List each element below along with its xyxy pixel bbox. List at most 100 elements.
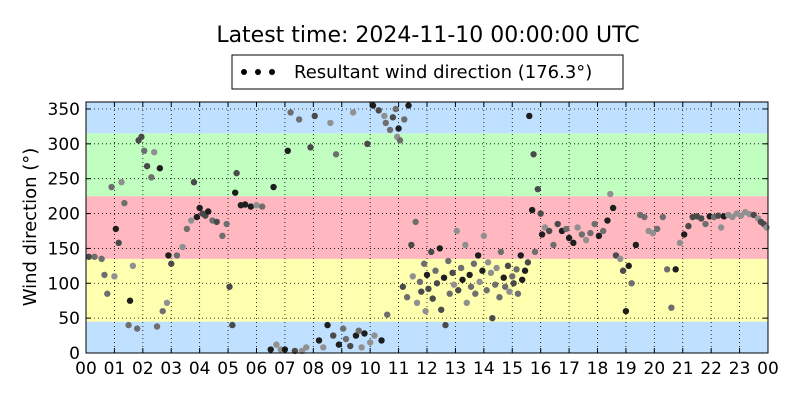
data-point xyxy=(595,232,603,240)
data-point xyxy=(659,213,667,221)
y-axis: 0 50 100 150 200 250 300 350 xyxy=(48,100,768,364)
direction-band-4 xyxy=(86,102,768,134)
legend-marker-dot xyxy=(241,69,247,75)
x-tick-label: 18 xyxy=(587,359,609,379)
data-point xyxy=(247,203,255,210)
data-point xyxy=(428,248,435,256)
data-point xyxy=(449,269,456,277)
data-point xyxy=(492,281,499,288)
data-point xyxy=(183,225,191,233)
data-point xyxy=(416,278,424,286)
data-point xyxy=(241,201,249,208)
data-point xyxy=(466,271,473,279)
data-point xyxy=(366,339,374,346)
data-point xyxy=(530,151,537,158)
data-point xyxy=(392,105,399,113)
data-point xyxy=(423,271,431,279)
data-point xyxy=(653,225,661,233)
data-point xyxy=(506,288,513,295)
data-point xyxy=(159,307,166,315)
data-point xyxy=(408,241,415,249)
data-point xyxy=(179,243,186,251)
x-tick-label: 22 xyxy=(700,359,722,379)
data-point xyxy=(148,174,155,181)
data-point xyxy=(384,311,391,318)
data-point xyxy=(750,211,757,219)
data-point xyxy=(324,321,331,329)
data-point xyxy=(474,252,482,259)
data-point xyxy=(628,280,635,287)
data-point xyxy=(389,114,397,121)
data-point xyxy=(531,248,539,256)
data-point xyxy=(698,215,705,222)
data-points xyxy=(85,102,770,355)
data-point xyxy=(418,288,425,295)
data-point xyxy=(267,346,274,353)
x-axis: 00 01 02 03 04 05 06 07 08 09 10 11 12 13 14 15 16 17 18 19… xyxy=(75,102,779,379)
data-point xyxy=(432,267,439,274)
data-point xyxy=(591,220,598,228)
data-point xyxy=(151,149,158,156)
data-point xyxy=(126,297,134,304)
data-point xyxy=(196,204,203,212)
data-point xyxy=(489,314,496,322)
data-point xyxy=(156,165,164,172)
data-point xyxy=(108,183,115,191)
data-point xyxy=(534,185,542,193)
x-tick-label: 04 xyxy=(189,359,211,379)
data-point xyxy=(381,112,388,120)
data-point xyxy=(143,162,151,170)
legend-label: Resultant wind direction (176.3°) xyxy=(294,62,592,83)
data-point xyxy=(420,260,428,267)
data-point xyxy=(737,212,745,219)
data-point xyxy=(521,267,529,274)
data-point xyxy=(479,267,486,274)
data-point xyxy=(442,321,449,329)
x-tick-label: 12 xyxy=(416,359,438,379)
data-point xyxy=(599,227,607,235)
data-point xyxy=(273,341,280,348)
data-point xyxy=(445,257,452,265)
data-point xyxy=(717,224,725,231)
x-tick-label: 03 xyxy=(160,359,182,379)
data-point xyxy=(619,267,627,274)
data-point xyxy=(403,294,411,301)
data-point xyxy=(517,252,524,259)
y-tick-label: 150 xyxy=(48,239,80,259)
data-point xyxy=(514,290,522,297)
data-point xyxy=(330,332,337,339)
data-point xyxy=(153,323,161,330)
y-tick-label: 300 xyxy=(48,135,80,155)
data-point xyxy=(570,239,577,247)
data-point xyxy=(163,299,171,306)
data-point xyxy=(463,299,470,306)
data-point xyxy=(193,213,201,221)
data-point xyxy=(409,273,416,280)
x-tick-label: 19 xyxy=(615,359,637,379)
data-point xyxy=(497,248,505,256)
data-point xyxy=(607,190,614,198)
data-point xyxy=(641,213,648,221)
y-tick-label: 250 xyxy=(48,170,80,190)
data-point xyxy=(115,239,122,247)
data-point xyxy=(487,269,495,277)
data-point xyxy=(450,281,458,288)
data-point xyxy=(476,278,483,286)
legend: Resultant wind direction (176.3°) xyxy=(231,54,624,90)
data-point xyxy=(213,218,220,226)
data-point xyxy=(425,285,432,293)
data-point xyxy=(480,232,488,240)
data-point xyxy=(386,126,394,134)
data-point xyxy=(545,227,553,235)
x-tick-label: 20 xyxy=(644,359,666,379)
data-point xyxy=(680,231,688,238)
y-tick-label: 200 xyxy=(48,205,80,225)
data-point xyxy=(413,299,421,306)
data-point xyxy=(369,102,377,109)
data-point xyxy=(129,262,137,270)
data-point xyxy=(433,280,441,287)
data-point xyxy=(399,283,407,290)
x-tick-label: 16 xyxy=(530,359,552,379)
data-point xyxy=(190,178,198,186)
data-point xyxy=(470,260,478,267)
